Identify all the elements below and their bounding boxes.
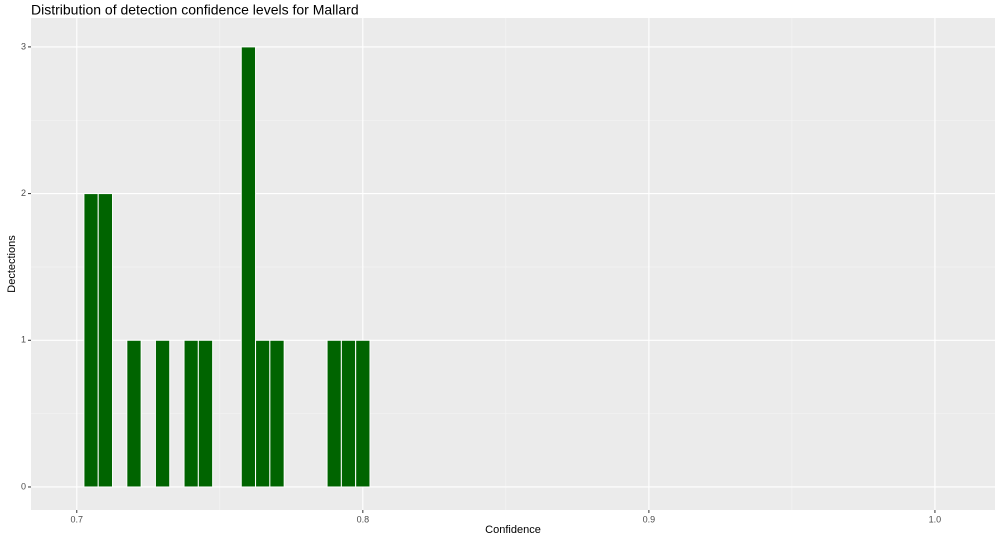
bar: [97, 193, 114, 488]
chart-title: Distribution of detection confidence lev…: [31, 2, 359, 18]
bar: [183, 339, 199, 488]
bar: [240, 46, 257, 488]
y-tick-label: 0: [21, 481, 26, 491]
bar: [83, 193, 99, 488]
bar: [326, 339, 342, 488]
bar: [126, 339, 142, 488]
bar: [269, 339, 285, 488]
bar: [154, 339, 171, 488]
y-tick-label: 1: [21, 335, 26, 345]
x-tick-label: 1.0: [929, 514, 942, 524]
x-tick-label: 0.8: [357, 514, 370, 524]
x-axis-label: Confidence: [485, 524, 541, 536]
y-tick-label: 3: [21, 41, 26, 51]
bar: [355, 339, 371, 488]
y-axis-label: Dectections: [6, 235, 18, 293]
x-tick-label: 0.9: [643, 514, 656, 524]
bar: [197, 339, 214, 488]
y-tick-label: 2: [21, 188, 26, 198]
plot-panel: [31, 18, 995, 510]
bar: [255, 339, 271, 488]
bar: [340, 339, 357, 488]
x-tick-label: 0.7: [71, 514, 84, 524]
